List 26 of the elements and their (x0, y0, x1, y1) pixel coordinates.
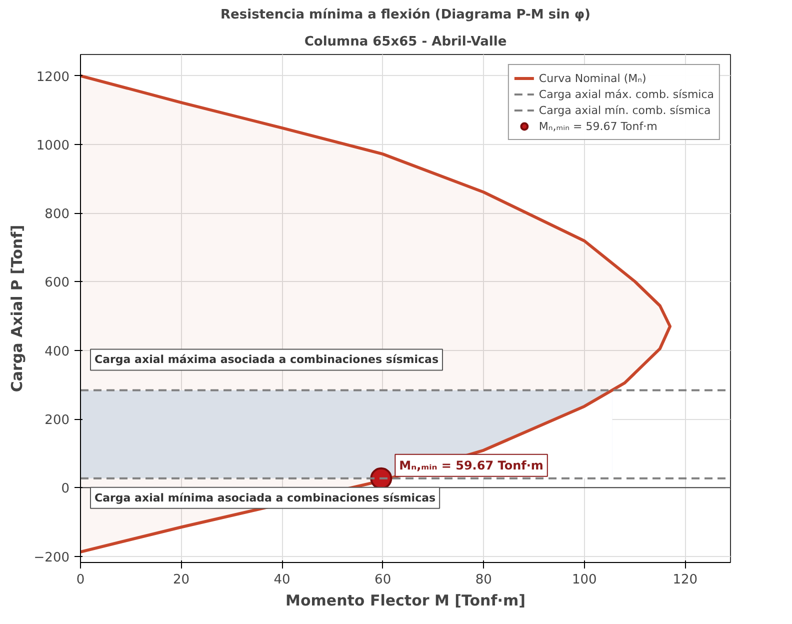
y-tick-label: 600 (44, 276, 70, 291)
x-tick-label: 0 (76, 572, 85, 588)
annotation: Carga axial máxima asociada a combinaciones sísmicas (94, 353, 439, 366)
y-tick-label: −200 (34, 550, 70, 566)
x-axis-title: Momento Flector M [Tonf·m] (286, 592, 526, 610)
y-tick-label: 800 (44, 207, 70, 222)
y-axis-title: Carga Axial P [Tonf] (8, 224, 26, 392)
chart-title: Resistencia mínima a flexión (Diagrama P-M sin φ) (220, 8, 590, 22)
x-tick-label: 120 (672, 572, 698, 588)
y-tick-label: 1000 (36, 138, 70, 154)
y-tick-label: 1200 (36, 70, 70, 85)
x-tick-label: 40 (274, 572, 290, 588)
annotation: Mₙ,ₘᵢₙ = 59.67 Tonf·m (399, 458, 544, 472)
legend-label: Mₙ,ₘᵢₙ = 59.67 Tonf·m (538, 118, 658, 134)
chart-subtitle: Columna 65x65 - Abril-Valle (304, 34, 507, 50)
x-tick-label: 80 (475, 572, 492, 588)
x-tick-label: 100 (572, 572, 597, 588)
x-tick-label: 20 (173, 572, 190, 588)
x-tick-label: 60 (374, 572, 392, 588)
annotation: Carga axial mínima asociada a combinaciones sísmicas (94, 491, 436, 504)
y-tick-label: 400 (44, 344, 70, 360)
legend-label: Curva Nominal (Mₙ) (538, 70, 646, 86)
y-tick-label: 200 (44, 413, 70, 428)
legend-label: Carga axial máx. comb. sísmica (538, 86, 714, 102)
y-tick-label: 0 (61, 482, 70, 497)
legend-label: Carga axial mín. comb. sísmica (538, 102, 711, 118)
